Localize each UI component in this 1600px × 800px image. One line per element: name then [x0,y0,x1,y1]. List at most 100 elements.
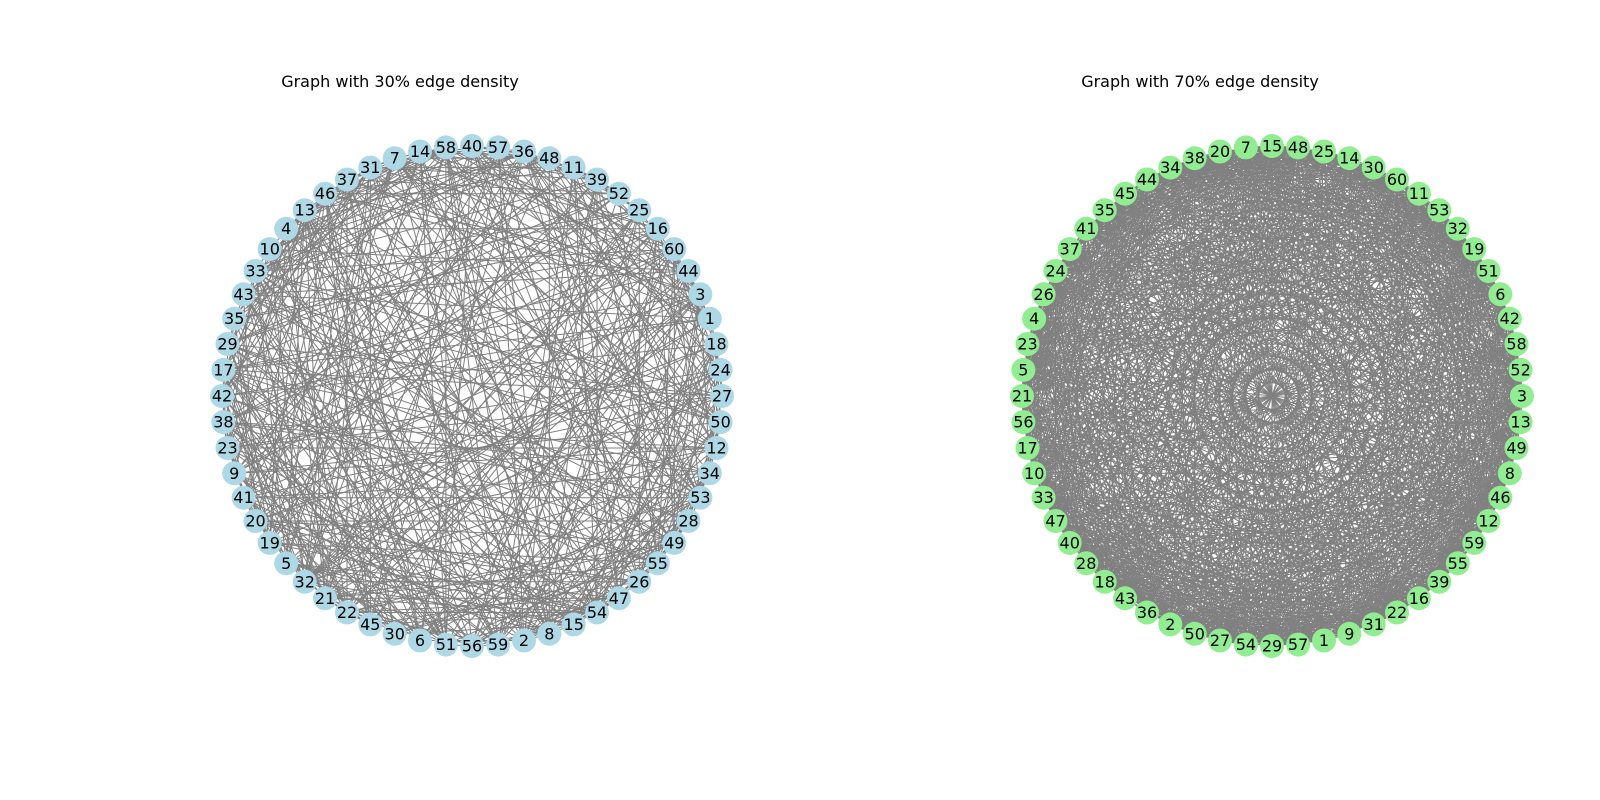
graph-edge [471,145,598,613]
graph-edge [1055,447,1517,522]
node-label: 34 [700,464,720,483]
node-label: 25 [1314,142,1334,161]
graph-edge [346,520,689,613]
node-label: 6 [1495,285,1505,304]
graph-edge [227,447,499,646]
node-circle [537,146,562,171]
graph-edge [346,179,675,544]
node-circle [1337,621,1362,646]
node-label: 8 [544,624,554,643]
node-label: 31 [360,158,380,177]
node-circle [1074,551,1099,576]
node-circle [274,551,299,576]
node-label: 27 [1210,631,1230,650]
node-label: 38 [1185,149,1205,168]
node-circle [1135,600,1159,625]
graph-edge [445,147,689,522]
graph-edge [1170,472,1511,625]
graph-edge [1033,472,1374,625]
node-circle [676,259,701,283]
graph-node-58: 58 [433,135,458,160]
graph-edge [1194,421,1521,635]
graph-edge [234,421,721,474]
graph-edge [304,581,371,625]
graph-node-51: 51 [1476,259,1501,283]
node-circle [313,586,338,611]
graph-node-34: 34 [1158,155,1183,180]
graph-node-17: 17 [1015,436,1040,460]
node-label: 46 [315,184,335,203]
node-circle [211,410,236,435]
node-circle [1158,155,1183,180]
node-label: 31 [1364,615,1384,634]
graph-edge [1348,421,1521,635]
graph-edge [221,395,306,583]
graph-node-3: 3 [688,282,713,307]
graph-node-46: 46 [1488,485,1513,510]
graph-edge [1055,497,1501,522]
graph-node-48: 48 [1286,135,1311,160]
node-label: 21 [315,589,335,608]
node-label: 39 [587,170,607,189]
node-label: 37 [1060,240,1080,259]
graph-edge [1027,421,1521,449]
graph-node-5: 5 [1011,357,1036,382]
node-label: 59 [1464,533,1484,552]
graph-edge [223,421,701,499]
node-circle [537,621,562,646]
node-label: 25 [629,201,649,220]
graph-edge [227,343,575,625]
graph-node-44: 44 [676,259,701,283]
graph-edge [227,447,256,522]
graph-edge [548,210,640,634]
node-circle [257,237,282,262]
node-circle [408,139,432,164]
graph-edge [523,151,717,449]
graph-edge [1499,421,1522,498]
graph-edge [1194,157,1521,423]
graph-edge [1034,318,1521,423]
graph-edge [523,472,711,641]
graph-node-50: 50 [708,410,733,435]
node-circle [1208,628,1232,653]
node-circle [231,485,256,510]
graph-edge [222,167,371,371]
node-label: 58 [436,138,456,157]
graph-edge [1033,318,1375,625]
node-circle [433,632,458,657]
graph-edge [548,472,711,635]
node-circle [1427,569,1452,594]
node-circle [335,167,359,192]
graph-edge [1245,447,1517,646]
graph-edge [1146,179,1511,474]
node-label: 3 [695,285,705,304]
graph-edge [1297,497,1501,646]
node-label: 30 [1364,158,1384,177]
graph-edge [223,421,658,564]
node-label: 26 [629,572,649,591]
graph-edge [222,369,306,582]
graph-node-27: 27 [710,384,734,408]
node-circle [1158,612,1183,637]
graph-node-19: 19 [1462,237,1487,262]
graph-edge [1043,294,1247,645]
graph-edge [548,421,721,635]
node-label: 60 [664,240,684,259]
graph-node-16: 16 [1406,586,1431,611]
graph-node-57: 57 [486,135,511,160]
graph-edge [523,151,675,544]
graph-edge [325,157,550,195]
node-label: 53 [1429,201,1449,220]
graph-node-45: 45 [358,612,383,637]
graph-edge [1124,421,1521,599]
graph-node-38: 38 [1182,146,1207,171]
graph-edge [1271,145,1521,423]
node-label: 4 [1029,309,1039,328]
node-circle [382,621,407,646]
graph-edge [1021,395,1398,613]
graph-edge [243,293,689,522]
node-circle [1427,198,1452,223]
graph-node-6: 6 [408,628,432,653]
graph-edge [1069,447,1517,544]
graph-edge [1023,369,1398,613]
